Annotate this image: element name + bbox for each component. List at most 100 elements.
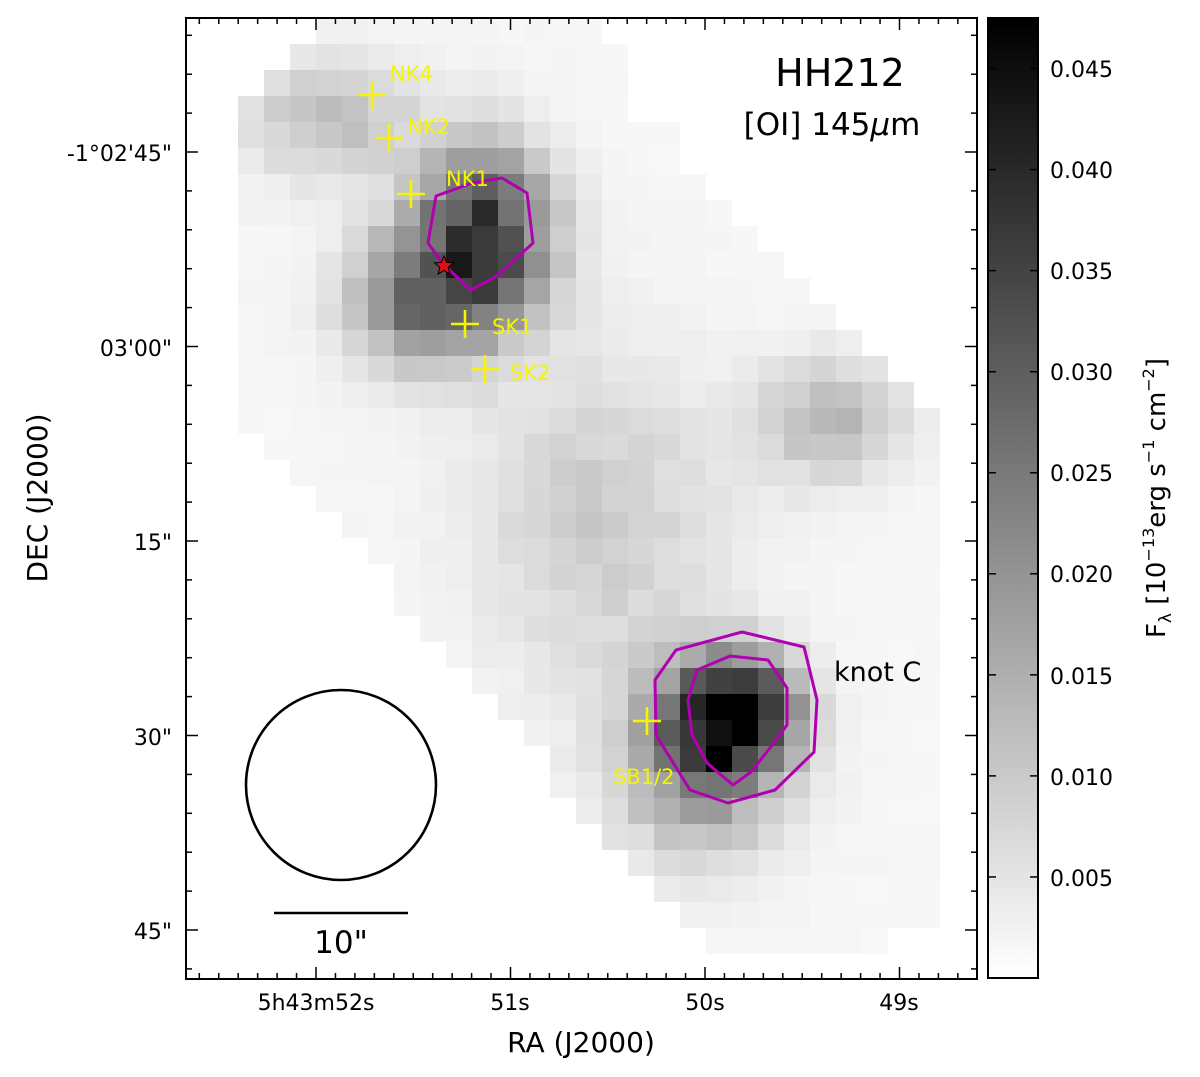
map-pixel — [576, 148, 602, 174]
map-pixel — [628, 746, 654, 772]
map-pixel — [498, 356, 524, 382]
map-pixel — [628, 850, 654, 876]
colorbar-tick-label: 0.005 — [1050, 867, 1113, 892]
map-pixel — [784, 590, 810, 616]
map-pixel — [732, 486, 758, 512]
map-pixel — [680, 408, 706, 434]
map-pixel — [680, 382, 706, 408]
map-pixel — [238, 382, 264, 408]
map-pixel — [420, 512, 446, 538]
map-pixel — [810, 772, 836, 798]
map-pixel — [680, 590, 706, 616]
map-pixel — [498, 564, 524, 590]
map-pixel — [550, 382, 576, 408]
map-pixel — [550, 148, 576, 174]
map-pixel — [316, 382, 342, 408]
map-pixel — [836, 408, 862, 434]
map-pixel — [576, 590, 602, 616]
map-pixel — [628, 616, 654, 642]
map-pixel — [316, 330, 342, 356]
map-pixel — [290, 70, 316, 96]
map-pixel — [862, 876, 888, 902]
map-pixel — [446, 434, 472, 460]
map-pixel — [706, 304, 732, 330]
map-pixel — [810, 408, 836, 434]
map-pixel — [420, 122, 446, 148]
map-pixel — [238, 356, 264, 382]
colorbar-ticks — [988, 67, 1038, 878]
map-pixel — [368, 460, 394, 486]
map-pixel — [602, 252, 628, 278]
x-axis-title: RA (J2000) — [507, 1026, 655, 1059]
map-pixel — [342, 226, 368, 252]
label-sk2: SK2 — [510, 361, 550, 385]
map-pixel — [836, 486, 862, 512]
map-pixel — [394, 44, 420, 70]
map-pixel — [628, 590, 654, 616]
map-pixel — [290, 200, 316, 226]
map-pixel — [680, 174, 706, 200]
map-pixel — [420, 460, 446, 486]
map-pixel — [862, 460, 888, 486]
map-pixel — [524, 668, 550, 694]
colorbar-tick-label: 0.030 — [1050, 361, 1113, 386]
map-pixel — [342, 96, 368, 122]
map-pixel — [888, 642, 914, 668]
map-pixel — [836, 460, 862, 486]
map-pixel — [472, 304, 498, 330]
map-pixel — [290, 148, 316, 174]
map-pixel — [628, 668, 654, 694]
map-pixel — [576, 434, 602, 460]
map-pixel — [550, 200, 576, 226]
map-pixel — [654, 148, 680, 174]
map-pixel — [498, 538, 524, 564]
marker-nk4 — [358, 81, 386, 109]
map-pixel — [394, 278, 420, 304]
map-pixel — [264, 382, 290, 408]
map-pixel — [550, 746, 576, 772]
map-pixel — [264, 200, 290, 226]
y-axis-title: DEC (J2000) — [21, 413, 54, 582]
map-pixel — [810, 798, 836, 824]
map-pixel — [420, 174, 446, 200]
map-pixel — [862, 746, 888, 772]
map-pixel — [602, 200, 628, 226]
map-pixel — [914, 720, 940, 746]
marker-sk2 — [471, 355, 499, 383]
map-pixel — [420, 382, 446, 408]
map-pixel — [654, 486, 680, 512]
map-pixel — [810, 642, 836, 668]
map-pixel — [420, 616, 446, 642]
map-pixel — [706, 876, 732, 902]
beam-circle — [244, 688, 438, 882]
map-pixel — [316, 408, 342, 434]
map-pixel — [810, 434, 836, 460]
map-pixel — [628, 174, 654, 200]
map-pixel — [862, 616, 888, 642]
map-pixel — [888, 590, 914, 616]
map-pixel — [394, 538, 420, 564]
map-pixel — [316, 18, 342, 44]
map-pixel — [628, 226, 654, 252]
colorbar-tick-label: 0.015 — [1050, 665, 1113, 690]
map-pixel — [446, 564, 472, 590]
label-nk4: NK4 — [390, 62, 433, 86]
label-sk1: SK1 — [492, 315, 532, 339]
map-pixel — [576, 70, 602, 96]
map-pixel — [290, 408, 316, 434]
map-pixel — [706, 226, 732, 252]
map-pixel — [862, 928, 888, 954]
y-tick-label: 30" — [134, 726, 172, 751]
map-pixel — [524, 720, 550, 746]
map-pixel — [680, 564, 706, 590]
plot-frame — [185, 17, 978, 980]
map-pixel — [342, 382, 368, 408]
map-pixel — [550, 122, 576, 148]
source-star-icon — [433, 254, 455, 276]
map-pixel — [368, 486, 394, 512]
map-pixel — [784, 512, 810, 538]
map-pixel — [914, 434, 940, 460]
map-pixel — [576, 304, 602, 330]
map-pixel — [394, 200, 420, 226]
